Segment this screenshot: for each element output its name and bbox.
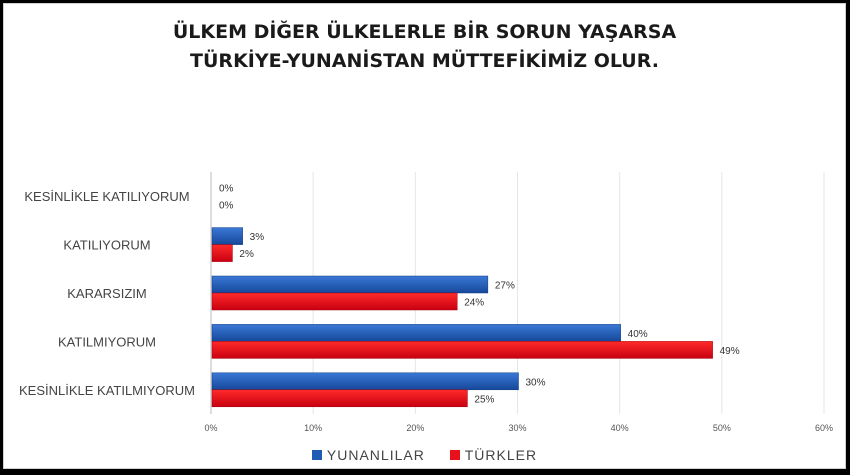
x-tick-label: 50% — [713, 423, 731, 433]
bar-türkler — [211, 292, 458, 311]
legend-swatch-blue — [311, 450, 322, 460]
data-label: 49% — [720, 346, 740, 357]
data-label: 25% — [474, 394, 494, 405]
chart-legend: YUNANLILAR TÜRKLER — [4, 447, 845, 463]
bar-türkler — [211, 389, 468, 408]
bar-türkler — [211, 341, 713, 359]
x-tick-label: 10% — [304, 423, 322, 433]
x-tick-label: 60% — [815, 423, 833, 433]
legend-item-yunanlilar: YUNANLILAR — [311, 447, 425, 463]
legend-swatch-red — [449, 450, 460, 460]
data-label: 3% — [250, 232, 265, 243]
legend-label-yunanlilar: YUNANLILAR — [326, 447, 425, 463]
data-label: 30% — [526, 377, 546, 388]
data-label: 0% — [219, 201, 234, 212]
bar-yunanlilar — [211, 324, 621, 342]
bar-yunanlilar — [211, 227, 243, 245]
chart-title: ÜLKEM DİĞER ÜLKELERLE BİR SORUN YAŞARSA … — [4, 18, 845, 76]
category-label: KATILIYORUM — [63, 238, 150, 253]
chart-title-line-1: ÜLKEM DİĞER ÜLKELERLE BİR SORUN YAŞARSA — [172, 21, 677, 43]
category-label: KARARSIZIM — [67, 286, 146, 301]
x-tick-label: 40% — [611, 423, 629, 433]
bar-yunanlilar — [211, 372, 519, 391]
data-label: 2% — [239, 249, 254, 260]
bar-yunanlilar — [211, 275, 489, 294]
category-label: KESİNLİKLE KATILMIYORUM — [19, 383, 195, 398]
legend-label-turkler: TÜRKLER — [464, 447, 538, 463]
category-label: KESİNLİKLE KATILIYORUM — [24, 189, 189, 204]
data-label: 24% — [464, 298, 484, 309]
chart-frame: ÜLKEM DİĞER ÜLKELERLE BİR SORUN YAŞARSA … — [3, 3, 846, 469]
chart-title-line-2: TÜRKİYE-YUNANİSTAN MÜTTEFİKİMİZ OLUR. — [190, 50, 659, 72]
x-tick-label: 20% — [406, 423, 424, 433]
legend-item-turkler: TÜRKLER — [449, 447, 538, 463]
bar-chart: 0% 10% 20% 30% 40% 50% 60% KESİNLİKLE KATILIYOR… — [19, 172, 833, 433]
data-label: 40% — [628, 329, 648, 340]
x-tick-label: 0% — [204, 423, 217, 433]
data-label: 27% — [495, 281, 515, 292]
data-label: 0% — [219, 184, 234, 195]
category-label: KATILMIYORUM — [58, 334, 156, 349]
x-tick-label: 30% — [508, 423, 526, 433]
bar-türkler — [211, 244, 233, 262]
